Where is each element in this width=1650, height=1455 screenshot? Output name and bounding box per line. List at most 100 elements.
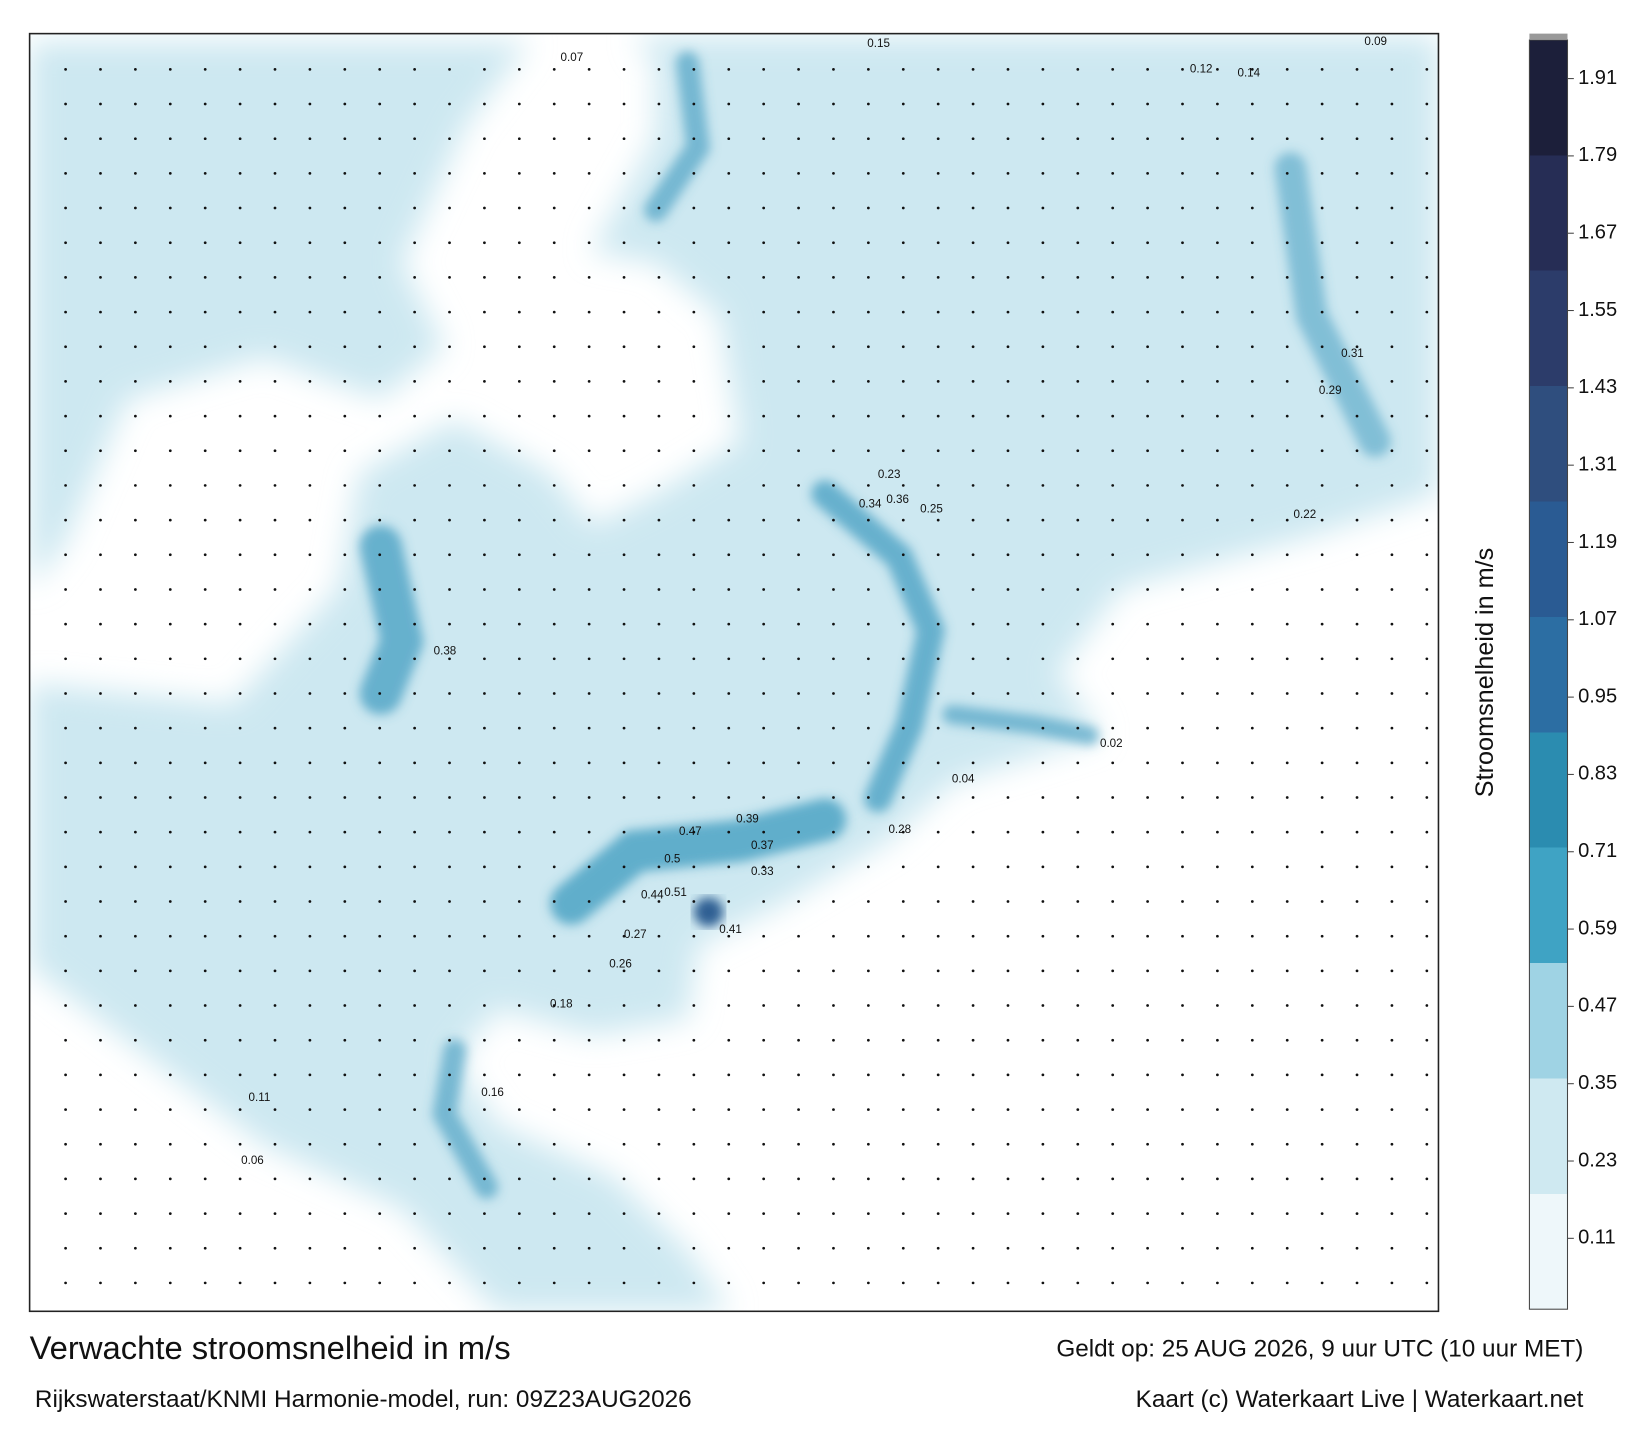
vector-dot [1076, 1142, 1080, 1146]
vector-dot [1076, 206, 1080, 210]
vector-dot [1216, 969, 1219, 973]
vector-dot [866, 692, 870, 695]
vector-dot [1425, 414, 1429, 418]
vector-dot [64, 796, 67, 799]
vector-dot [1111, 67, 1115, 71]
vector-dot [168, 518, 172, 522]
vector-dot [762, 172, 766, 175]
vector-dot [413, 484, 416, 487]
vector-dot [727, 1038, 731, 1042]
vector-dot [1041, 310, 1045, 314]
vector-dot [1076, 588, 1080, 591]
vector-dot [901, 484, 905, 487]
vector-dot [413, 865, 416, 869]
vector-dot [99, 1177, 102, 1181]
vector-dot [1425, 796, 1429, 799]
vector-dot [1320, 1073, 1324, 1077]
vector-dot [552, 241, 556, 245]
vector-dot [832, 241, 835, 245]
vector-dot [936, 276, 940, 279]
vector-dot [343, 1177, 347, 1181]
map-label: 0.39 [736, 814, 759, 826]
vector-dot [168, 380, 172, 383]
vector-dot [971, 622, 975, 626]
vector-dot [901, 1212, 905, 1215]
vector-dot [971, 518, 975, 522]
vector-dot [343, 67, 347, 71]
vector-dot [762, 1073, 766, 1077]
vector-dot [936, 969, 940, 973]
vector-dot [1390, 206, 1394, 210]
vector-dot [483, 310, 486, 314]
vector-dot [448, 1038, 451, 1042]
vector-dot [273, 622, 277, 626]
vector-dot [483, 830, 486, 834]
vector-dot [1006, 1108, 1010, 1111]
vector-dot [727, 796, 731, 799]
vector-dot [517, 67, 521, 71]
vector-dot [1006, 553, 1010, 557]
vector-dot [1041, 518, 1045, 522]
vector-dot [238, 588, 242, 591]
vector-dot [727, 1212, 731, 1215]
vector-dot [413, 414, 416, 418]
vector-dot [273, 1212, 277, 1215]
vector-dot [1250, 657, 1254, 661]
vector-dot [936, 137, 940, 141]
vector-dot [168, 345, 172, 349]
vector-dot [168, 934, 172, 938]
vector-dot [1076, 310, 1080, 314]
vector-dot [1006, 172, 1010, 175]
vector-dot [134, 622, 137, 626]
vector-dot [1250, 1108, 1254, 1111]
vector-dot [378, 865, 382, 869]
vector-dot [1146, 137, 1149, 141]
vector-dot [413, 934, 416, 938]
vector-dot [1216, 1073, 1219, 1077]
vector-dot [797, 380, 800, 383]
vector-dot [378, 484, 382, 487]
vector-dot [448, 172, 451, 175]
vector-dot [343, 449, 347, 453]
vector-dot [203, 865, 207, 869]
vector-dot [1425, 172, 1429, 175]
vector-dot [762, 1246, 766, 1250]
vector-dot [1285, 692, 1289, 695]
vector-dot [413, 588, 416, 591]
vector-dot [134, 657, 137, 661]
vector-dot [797, 449, 800, 453]
vector-dot [971, 1212, 975, 1215]
vector-dot [308, 588, 312, 591]
colorbar-tick-label: 1.19 [1578, 531, 1617, 553]
vector-dot [343, 1142, 347, 1146]
vector-dot [1146, 345, 1149, 349]
vector-dot [517, 865, 521, 869]
vector-dot [1320, 796, 1324, 799]
vector-dot [797, 865, 800, 869]
vector-dot [1285, 553, 1289, 557]
vector-dot [1285, 102, 1289, 106]
vector-dot [797, 310, 800, 314]
vector-dot [936, 102, 940, 106]
vector-dot [1006, 1212, 1010, 1215]
vector-dot [692, 969, 696, 973]
vector-dot [238, 380, 242, 383]
vector-dot [936, 588, 940, 591]
vector-dot [1320, 1177, 1324, 1181]
vector-dot [203, 934, 207, 938]
vector-dot [413, 67, 416, 71]
vector-dot [273, 657, 277, 661]
vector-dot [308, 137, 312, 141]
vector-dot [587, 518, 591, 522]
vector-dot [99, 276, 102, 279]
vector-dot [203, 692, 207, 695]
vector-dot [273, 1281, 277, 1285]
vector-dot [238, 276, 242, 279]
vector-dot [273, 484, 277, 487]
vector-dot [797, 137, 800, 141]
map-label: 0.5 [664, 854, 680, 866]
vector-dot [587, 276, 591, 279]
vector-dot [517, 310, 521, 314]
vector-dot [901, 449, 905, 453]
vector-dot [1041, 588, 1045, 591]
